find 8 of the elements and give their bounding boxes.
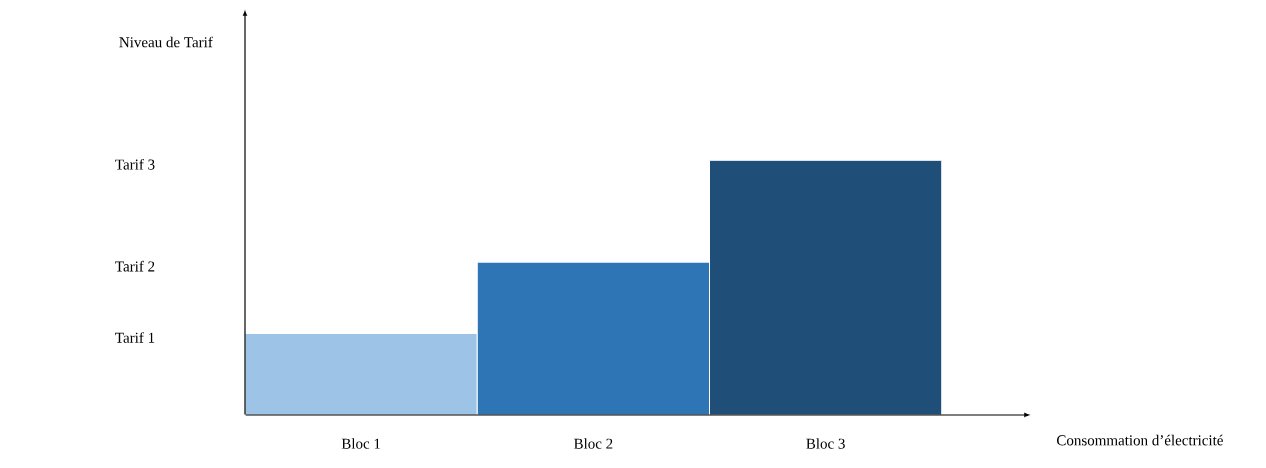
text: Tarif 3 xyxy=(115,158,155,170)
text: Tarif 1 xyxy=(115,332,155,343)
text: Niveau de Tarif xyxy=(119,36,213,48)
x-tick-label: Bloc 3 xyxy=(806,438,845,449)
x-tick-label: Bloc 1 xyxy=(341,438,380,449)
text: Tarif 2 xyxy=(115,260,155,272)
x-tick-label: Bloc 2 xyxy=(574,438,613,449)
x-axis-title: Consommation d’électricité xyxy=(1057,434,1223,446)
